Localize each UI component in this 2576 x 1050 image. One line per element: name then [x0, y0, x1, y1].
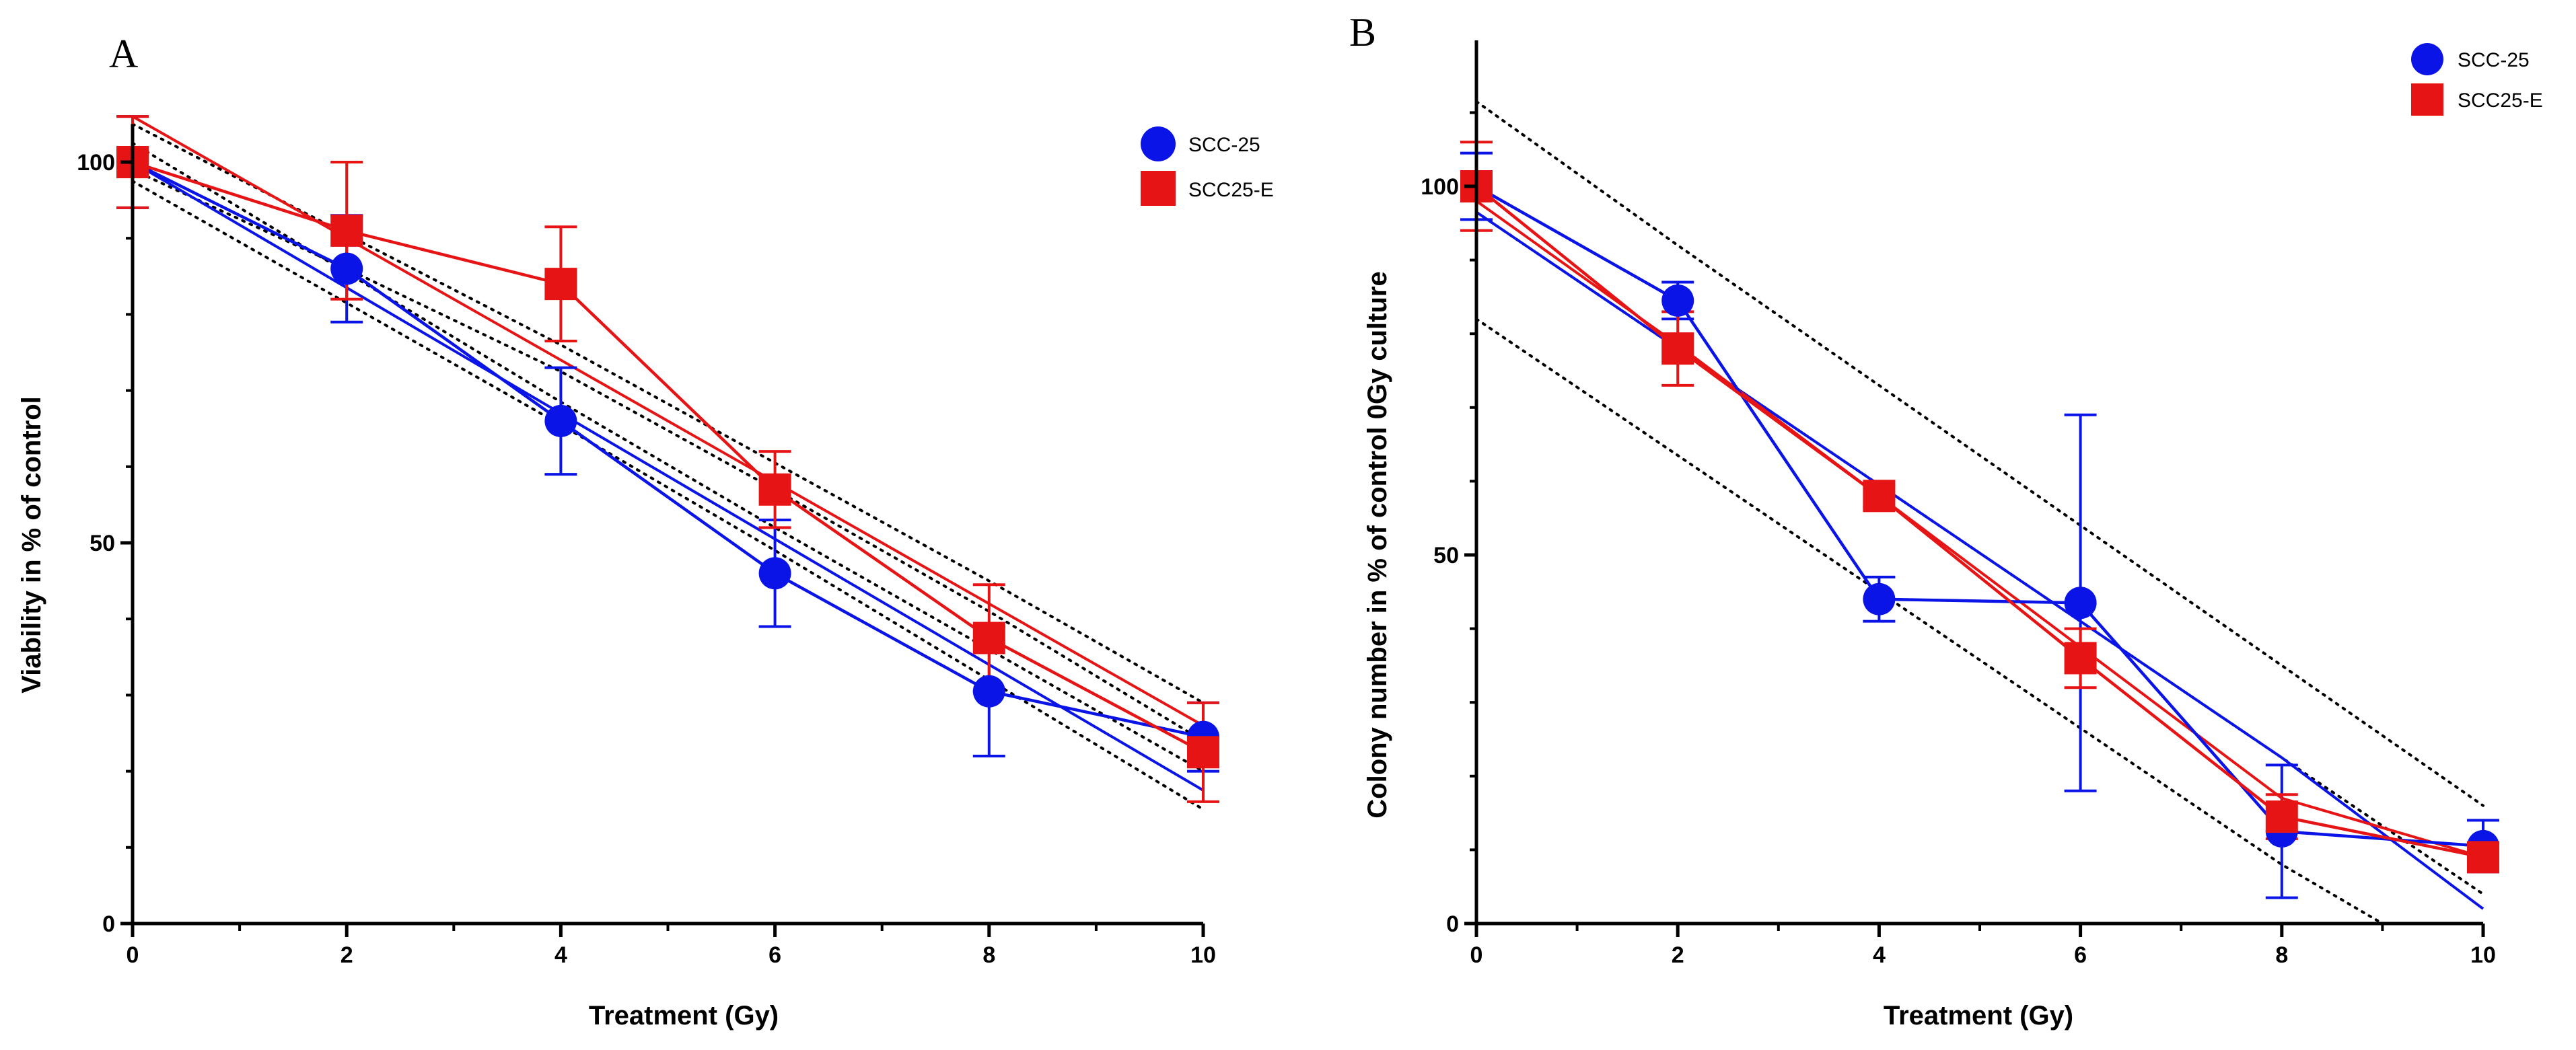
x-tick-label: 10	[2470, 942, 2496, 968]
panel-b-axes: 0 50 100 0 2 4 6 8 10	[1421, 40, 2496, 968]
panel-b-legend-label-scc25e: SCC25-E	[2458, 89, 2543, 112]
panel-b-legend-circle-marker	[2411, 43, 2443, 75]
panel-a-confidence-bands	[131, 122, 1205, 811]
x-tick-label: 6	[768, 942, 781, 968]
confidence-band-lower	[131, 180, 1205, 811]
data-point-square	[1187, 736, 1219, 769]
regression-fit-line	[131, 161, 1205, 792]
panel-a-letter: A	[109, 32, 138, 76]
data-point-square	[2467, 841, 2499, 874]
y-tick-label: 50	[1433, 543, 1459, 568]
regression-fit-line	[1475, 200, 2484, 859]
panel-a-legend-label-scc25: SCC-25	[1188, 134, 1260, 156]
data-point-square	[2265, 800, 2298, 833]
panel-a-legend-square-marker	[1141, 171, 1176, 206]
data-point-square	[330, 214, 363, 247]
panel-a-legend-circle-marker	[1141, 126, 1176, 161]
x-tick-label: 2	[341, 942, 353, 968]
x-tick-label: 0	[1470, 942, 1483, 968]
panel-b-legend-square-marker	[2411, 83, 2443, 116]
data-point-circle	[972, 675, 1005, 708]
panel-b-letter: B	[1349, 10, 1376, 54]
series-line	[131, 160, 1204, 739]
y-tick-label: 0	[1446, 911, 1459, 937]
series-line	[1475, 185, 2484, 848]
regression-fit-line	[132, 115, 1204, 727]
x-tick-label: 6	[2074, 942, 2087, 968]
panel-b-x-axis-label: Treatment (Gy)	[1884, 1001, 2073, 1030]
data-point-circle	[1863, 583, 1896, 615]
panel-a-x-axis-label: Treatment (Gy)	[589, 1001, 779, 1030]
confidence-band-line	[1475, 317, 2384, 925]
data-point-square	[2064, 642, 2097, 675]
x-tick-label: 8	[2275, 942, 2288, 968]
panel-a-axes: 0 50 100 0 2 4 6 8 10	[77, 124, 1216, 968]
confidence-band-upper	[131, 141, 1205, 773]
panel-a-legend: SCC-25 SCC25-E	[1141, 126, 1274, 206]
confidence-band-line	[1475, 100, 2484, 807]
panel-a-legend-label-scc25e: SCC25-E	[1188, 179, 1274, 201]
panel-b-confidence-bands	[1475, 100, 2484, 925]
x-tick-label: 10	[1190, 942, 1216, 968]
data-point-square	[544, 268, 577, 301]
x-tick-label: 4	[554, 942, 567, 968]
data-point-circle	[330, 252, 363, 285]
data-point-circle	[544, 404, 577, 437]
panel-b-legend: SCC-25 SCC25-E	[2411, 43, 2543, 116]
series-line	[132, 160, 1205, 754]
x-tick-label: 4	[1873, 942, 1886, 968]
regression-fit-line	[1475, 211, 2484, 910]
panel-a-y-axis-label: Viability in % of control	[17, 396, 46, 693]
y-tick-label: 50	[90, 531, 115, 556]
panel-b-legend-label-scc25: SCC-25	[2458, 49, 2530, 71]
panel-a: A 0 50 100 0 2 4 6 8 10 Treatment (Gy) Viability…	[17, 32, 1274, 1030]
data-point-square	[972, 622, 1005, 654]
data-point-circle	[758, 557, 791, 590]
x-tick-label: 8	[982, 942, 995, 968]
panel-b: B 0 50 100 0 2 4 6 8 10 Treatment (Gy) Colony nu…	[1349, 10, 2543, 1030]
panel-b-y-axis-label: Colony number in % of control 0Gy cultur…	[1363, 271, 1392, 818]
data-point-square	[758, 473, 791, 506]
data-point-circle	[2064, 587, 2097, 620]
data-point-square	[1661, 332, 1694, 365]
panel-b-series	[1460, 141, 2499, 899]
y-tick-label: 0	[102, 911, 115, 937]
data-point-square	[1863, 480, 1896, 513]
panel-a-series	[116, 115, 1219, 803]
x-tick-label: 2	[1672, 942, 1684, 968]
panel-a-fit-lines	[131, 115, 1205, 792]
y-tick-label: 100	[1421, 174, 1459, 200]
y-tick-label: 100	[77, 150, 115, 176]
data-point-circle	[1661, 284, 1694, 317]
x-tick-label: 0	[127, 942, 139, 968]
confidence-band-upper	[131, 122, 1205, 704]
series-line	[1475, 185, 2484, 859]
